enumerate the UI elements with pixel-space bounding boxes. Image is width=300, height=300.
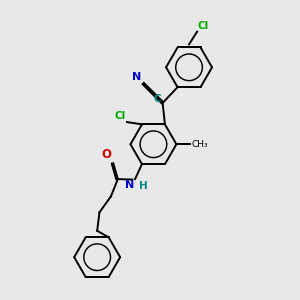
Text: Cl: Cl [115,111,126,121]
Text: Cl: Cl [198,21,209,31]
Text: CH₃: CH₃ [191,140,208,149]
Text: H: H [139,181,148,191]
Text: N: N [125,180,134,190]
Text: C: C [153,94,161,104]
Text: N: N [132,71,141,82]
Text: O: O [101,148,111,161]
